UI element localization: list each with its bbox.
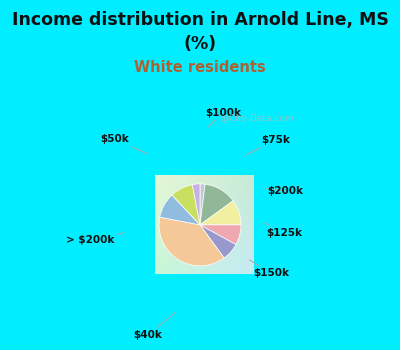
Wedge shape <box>192 184 200 225</box>
Wedge shape <box>200 184 233 225</box>
Text: $150k: $150k <box>249 260 289 279</box>
Text: $200k: $200k <box>265 186 303 196</box>
Text: White residents: White residents <box>134 60 266 75</box>
Text: $50k: $50k <box>100 134 147 154</box>
Text: Income distribution in Arnold Line, MS: Income distribution in Arnold Line, MS <box>12 11 388 29</box>
Wedge shape <box>200 184 205 225</box>
Text: $40k: $40k <box>134 313 175 340</box>
Wedge shape <box>200 201 241 225</box>
Text: (%): (%) <box>184 35 216 53</box>
Text: $125k: $125k <box>265 223 302 238</box>
Wedge shape <box>159 217 224 266</box>
Wedge shape <box>160 195 200 225</box>
Wedge shape <box>200 225 241 245</box>
Text: $100k: $100k <box>206 107 242 127</box>
Text: > $200k: > $200k <box>66 233 124 245</box>
Wedge shape <box>172 185 200 225</box>
Wedge shape <box>200 225 236 258</box>
Text: @City-Data.com: @City-Data.com <box>220 114 294 123</box>
Text: $75k: $75k <box>246 135 290 155</box>
